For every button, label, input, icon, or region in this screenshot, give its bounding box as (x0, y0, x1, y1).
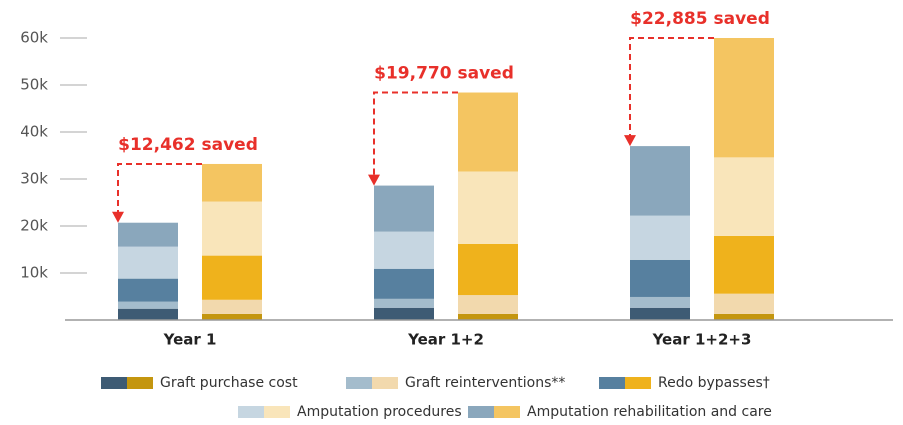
x-tick-label: Year 1+2 (407, 331, 484, 349)
saving-arrow (373, 91, 458, 177)
bar-segment (458, 243, 518, 296)
y-tick-label: 20k (20, 217, 48, 235)
legend-swatch (625, 377, 651, 389)
bar-segment (374, 231, 434, 269)
annotation: $12,462 saved (118, 135, 258, 155)
legend-swatch (494, 406, 520, 418)
arrow-head (624, 135, 636, 147)
legend-label: Graft reinterventions** (405, 375, 565, 391)
legend-swatch (264, 406, 290, 418)
bar-segment (714, 313, 774, 320)
bar-segment (374, 185, 434, 232)
saving-arrow (117, 162, 202, 214)
legend-swatch (346, 377, 372, 389)
legend-label: Redo bypasses† (658, 375, 770, 391)
y-tick-label: 50k (20, 76, 48, 94)
bar-segment (630, 296, 690, 308)
bar-segment (202, 255, 262, 300)
arrow-head (368, 174, 380, 186)
bar-segment (374, 307, 434, 320)
legend-swatch (468, 406, 494, 418)
annotation: $22,885 saved (630, 9, 770, 29)
y-tick-label: 60k (20, 29, 48, 47)
bar-segment (458, 92, 518, 172)
bar-segment (202, 299, 262, 314)
bar-segment (714, 293, 774, 314)
bar-segment (630, 146, 690, 216)
bar-segment (118, 246, 178, 279)
legend-swatch (127, 377, 153, 389)
legend-swatch (238, 406, 264, 418)
bar-segment (374, 268, 434, 299)
bar-segment (374, 298, 434, 308)
bar-segment (118, 278, 178, 302)
x-tick-label: Year 1 (163, 331, 217, 349)
x-tick-label: Year 1+2+3 (652, 331, 752, 349)
bar-segment (458, 313, 518, 320)
bar-segment (714, 38, 774, 158)
arrow-head (112, 211, 124, 223)
bar-segment (630, 215, 690, 260)
y-tick-label: 10k (20, 264, 48, 282)
bar-segment (202, 313, 262, 320)
bar-segment (202, 163, 262, 202)
bar-segment (630, 307, 690, 320)
bar-segment (202, 201, 262, 256)
y-tick-label: 30k (20, 170, 48, 188)
bar-segment (118, 308, 178, 320)
legend-label: Graft purchase cost (160, 375, 298, 391)
bar-segment (458, 171, 518, 244)
bar-segment (118, 222, 178, 247)
legend-swatch (372, 377, 398, 389)
legend-label: Amputation procedures (297, 404, 462, 420)
legend-swatch (599, 377, 625, 389)
bar-segment (458, 295, 518, 314)
y-tick-label: 40k (20, 123, 48, 141)
annotation: $19,770 saved (374, 64, 514, 84)
legend-swatch (101, 377, 127, 389)
bar-segment (118, 301, 178, 309)
saving-arrow (629, 37, 714, 138)
bar-segment (714, 157, 774, 236)
bar-segment (630, 259, 690, 297)
bar-segment (714, 235, 774, 294)
legend-label: Amputation rehabilitation and care (527, 404, 772, 420)
